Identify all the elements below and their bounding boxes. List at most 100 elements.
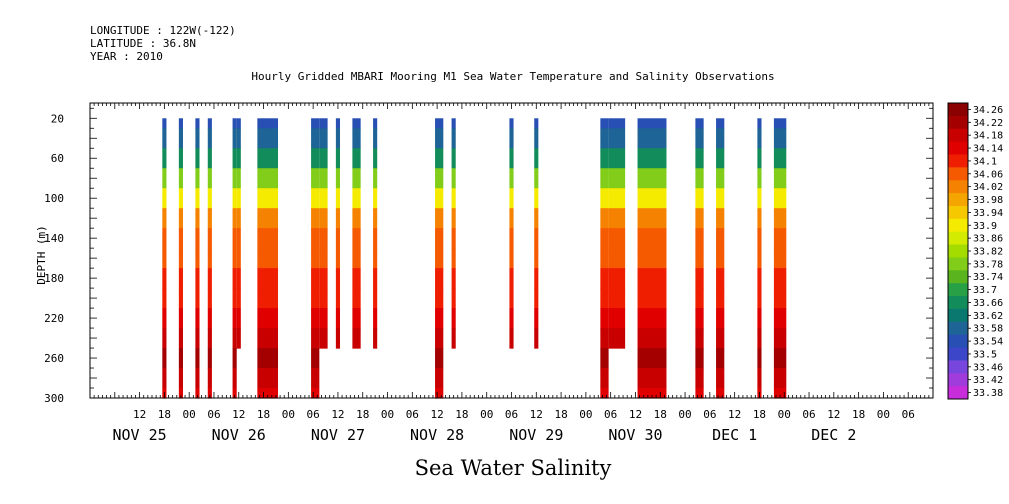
salinity-cell	[195, 368, 200, 389]
salinity-cell	[757, 118, 762, 129]
salinity-cell	[600, 348, 609, 369]
salinity-cell	[716, 308, 725, 329]
x-tick-label: 00	[877, 408, 890, 421]
salinity-cell	[195, 328, 200, 349]
salinity-cell	[207, 128, 212, 149]
salinity-cell	[716, 388, 725, 399]
x-tick-label: 00	[678, 408, 691, 421]
colorbar-label: 34.22	[973, 118, 1003, 129]
salinity-cell	[608, 188, 626, 209]
salinity-cell	[637, 128, 667, 149]
salinity-cell	[311, 268, 320, 289]
salinity-cell	[608, 328, 626, 349]
colorbar-label: 33.74	[973, 272, 1003, 283]
salinity-cell	[162, 268, 167, 289]
salinity-cell	[608, 288, 626, 309]
latitude-label: LATITUDE : 36.8N	[90, 37, 196, 50]
colorbar-label: 34.1	[973, 156, 997, 167]
salinity-cell	[319, 308, 328, 329]
salinity-cell	[451, 148, 456, 169]
salinity-cell	[695, 348, 704, 369]
x-tick-label: 12	[133, 408, 146, 421]
salinity-cell	[311, 208, 320, 229]
salinity-cell	[600, 208, 609, 229]
salinity-cell	[195, 148, 200, 169]
colorbar-swatch	[948, 193, 968, 207]
data-column	[509, 118, 514, 349]
salinity-cell	[257, 388, 279, 399]
salinity-cell	[695, 308, 704, 329]
salinity-cell	[335, 288, 341, 309]
colorbar-swatch	[948, 115, 968, 130]
salinity-cell	[600, 368, 609, 389]
salinity-cell	[534, 248, 539, 269]
salinity-cell	[637, 368, 667, 389]
salinity-cell	[716, 208, 725, 229]
y-tick-label: 180	[44, 272, 64, 285]
x-tick-label: 00	[282, 408, 295, 421]
salinity-cell	[757, 148, 762, 169]
colorbar-label: 33.98	[973, 195, 1003, 206]
y-tick-label: 220	[44, 312, 64, 325]
colorbar-swatch	[948, 128, 968, 143]
salinity-cell	[695, 388, 704, 399]
salinity-cell	[695, 208, 704, 229]
salinity-cell	[534, 228, 539, 249]
day-label: DEC 1	[712, 426, 757, 444]
salinity-cell	[608, 128, 626, 149]
salinity-cell	[232, 148, 237, 169]
salinity-cell	[162, 248, 167, 269]
data-column	[757, 118, 762, 399]
salinity-cell	[600, 268, 609, 289]
salinity-cell	[257, 248, 279, 269]
salinity-cell	[757, 328, 762, 349]
salinity-cell	[716, 328, 725, 349]
salinity-cell	[600, 148, 609, 169]
salinity-cell	[695, 268, 704, 289]
salinity-cell	[236, 118, 241, 129]
salinity-cell	[773, 118, 787, 129]
salinity-cell	[232, 268, 237, 289]
salinity-cell	[319, 118, 328, 129]
salinity-cell	[373, 168, 378, 189]
salinity-cell	[195, 128, 200, 149]
chart-title: Hourly Gridded MBARI Mooring M1 Sea Wate…	[251, 70, 774, 83]
salinity-cell	[435, 148, 444, 169]
salinity-cell	[534, 128, 539, 149]
x-tick-label: 06	[902, 408, 915, 421]
salinity-cell	[637, 118, 667, 129]
salinity-cell	[716, 368, 725, 389]
salinity-cell	[600, 118, 609, 129]
salinity-cell	[716, 348, 725, 369]
salinity-cell	[232, 348, 237, 369]
x-tick-label: 18	[158, 408, 171, 421]
x-tick-label: 12	[430, 408, 443, 421]
x-tick-label: 12	[530, 408, 543, 421]
colorbar-label: 34.02	[973, 182, 1003, 193]
data-column	[236, 118, 241, 349]
salinity-cell	[236, 188, 241, 209]
salinity-cell	[509, 208, 514, 229]
data-column	[232, 118, 237, 399]
data-column	[319, 118, 328, 349]
salinity-cell	[773, 308, 787, 329]
salinity-cell	[773, 128, 787, 149]
salinity-cell	[195, 118, 200, 129]
salinity-cell	[257, 228, 279, 249]
salinity-cell	[352, 308, 361, 329]
salinity-cell	[716, 268, 725, 289]
salinity-cell	[178, 288, 183, 309]
salinity-cell	[600, 388, 609, 399]
salinity-cell	[509, 288, 514, 309]
salinity-cell	[178, 188, 183, 209]
salinity-cell	[207, 288, 212, 309]
salinity-cell	[178, 168, 183, 189]
salinity-cell	[162, 208, 167, 229]
x-tick-label: 06	[207, 408, 220, 421]
salinity-cell	[311, 228, 320, 249]
x-tick-label: 18	[654, 408, 667, 421]
salinity-cell	[451, 228, 456, 249]
salinity-cell	[232, 208, 237, 229]
colorbar-swatch	[948, 347, 968, 361]
salinity-cell	[373, 288, 378, 309]
